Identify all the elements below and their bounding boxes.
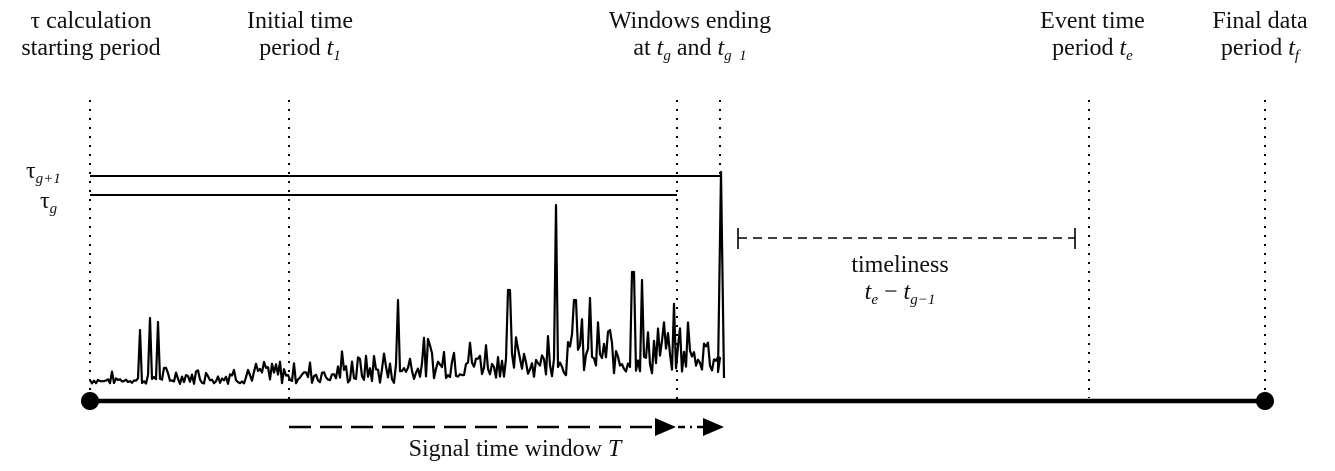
label-initial-time-period: Initial time period t1 xyxy=(247,8,353,64)
timeliness-interval xyxy=(737,228,1076,249)
label-signal-time-window: Signal time window T xyxy=(408,436,622,462)
label-event-time-period: Event time period te xyxy=(1040,8,1145,64)
label-tau-calculation-start: τ calculation starting period xyxy=(21,8,161,61)
label-windows-ending: Windows ending at tg and tg 1 xyxy=(608,8,772,64)
label-timeliness: timeliness te − tg−1 xyxy=(851,252,949,308)
label-tau-g: τg xyxy=(40,188,58,217)
signal-window-arrow xyxy=(289,418,724,436)
period-markers xyxy=(89,100,1266,400)
timeline-end-dot xyxy=(1256,392,1274,410)
signal-series-line xyxy=(89,170,726,385)
label-final-data-period: Final data period tf xyxy=(1212,8,1308,64)
label-tau-g-plus-1: τg+1 xyxy=(26,158,61,187)
timeline-start-dot xyxy=(81,392,99,410)
